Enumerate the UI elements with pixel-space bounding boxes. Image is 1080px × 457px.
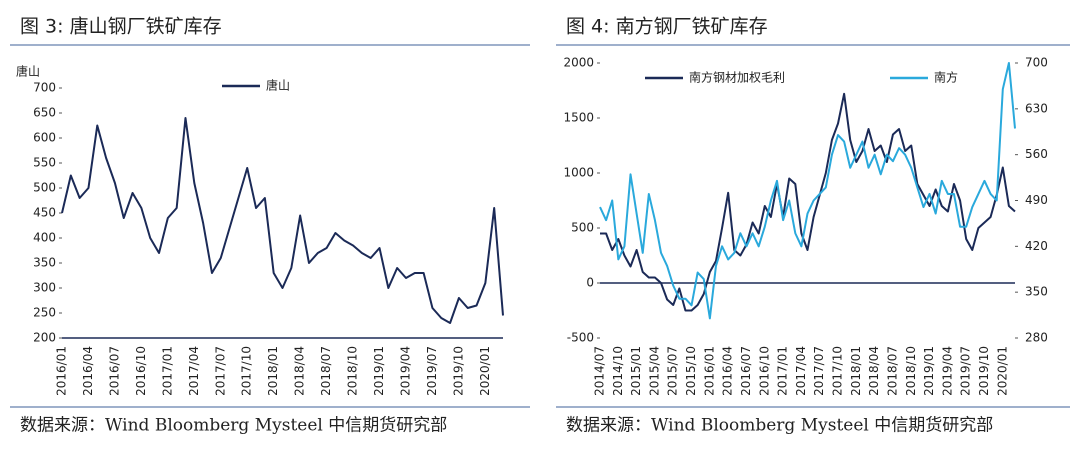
y-tick-label: 0 [586, 276, 594, 290]
x-tick-label: 2016/01 [55, 346, 69, 396]
x-tick-label: 2016/01 [702, 346, 716, 396]
y-tick-label: 550 [33, 156, 56, 170]
series-line [599, 62, 1016, 320]
y2-tick-label: 280 [1025, 331, 1048, 345]
x-tick-label: 2015/10 [684, 346, 698, 396]
y2-tick-label: 490 [1025, 193, 1048, 207]
x-tick-label: 2019/07 [425, 346, 439, 396]
x-tick-label: 2018/07 [885, 346, 899, 396]
x-tick-label: 2015/07 [666, 346, 680, 396]
x-tick-label: 2019/01 [922, 346, 936, 396]
x-tick-label: 2016/07 [107, 346, 121, 396]
y-tick-label: 300 [33, 281, 56, 295]
y-tick-label: 650 [33, 106, 56, 120]
x-tick-label: 2018/10 [904, 346, 918, 396]
x-tick-label: 2016/10 [134, 346, 148, 396]
y-tick-label: 500 [33, 181, 56, 195]
x-tick-label: 2019/07 [959, 346, 973, 396]
legend-label: 唐山 [266, 78, 290, 93]
x-tick-label: 2015/01 [629, 346, 643, 396]
x-tick-label: 2018/07 [319, 346, 333, 396]
x-tick-label: 2018/01 [849, 346, 863, 396]
y-tick-label: 350 [33, 256, 56, 270]
y2-tick-label: 630 [1025, 101, 1048, 115]
x-tick-label: 2019/04 [940, 346, 954, 396]
y-axis-label: 唐山 [16, 64, 40, 79]
y-tick-label: 450 [33, 206, 56, 220]
y-tick-label: -500 [567, 331, 594, 345]
x-tick-label: 2016/04 [81, 346, 95, 396]
series-line [61, 117, 504, 324]
y2-tick-label: 420 [1025, 239, 1048, 253]
x-tick-label: 2017/10 [831, 346, 845, 396]
x-tick-label: 2017/04 [794, 346, 808, 396]
y2-tick-label: 560 [1025, 147, 1048, 161]
x-tick-label: 2019/04 [398, 346, 412, 396]
y-tick-label: 500 [571, 221, 594, 235]
x-tick-label: 2019/01 [372, 346, 386, 396]
legend-label: 南方 [934, 70, 958, 85]
x-tick-label: 2017/01 [776, 346, 790, 396]
legend-label: 南方钢材加权毛利 [689, 70, 785, 85]
x-tick-label: 2016/10 [757, 346, 771, 396]
x-tick-label: 2018/10 [346, 346, 360, 396]
y-tick-label: 600 [33, 131, 56, 145]
x-tick-label: 2019/10 [977, 346, 991, 396]
y-tick-label: 1000 [563, 166, 594, 180]
series-line [600, 92, 1016, 312]
y-tick-label: 400 [33, 231, 56, 245]
y-tick-label: 700 [33, 81, 56, 95]
y2-tick-label: 350 [1025, 285, 1048, 299]
x-tick-label: 2016/04 [721, 346, 735, 396]
source: 数据来源：Wind Bloomberg Mysteel 中信期货研究部 [20, 416, 447, 436]
x-tick-label: 2017/07 [213, 346, 227, 396]
chart-title: 图 4: 南方钢厂铁矿库存 [566, 16, 768, 38]
x-tick-label: 2017/07 [812, 346, 826, 396]
x-tick-label: 2019/10 [451, 346, 465, 396]
x-tick-label: 2018/04 [867, 346, 881, 396]
chart-title: 图 3: 唐山钢厂铁矿库存 [20, 16, 222, 38]
source: 数据来源：Wind Bloomberg Mysteel 中信期货研究部 [566, 416, 993, 436]
y-tick-label: 200 [33, 331, 56, 345]
x-tick-label: 2014/10 [611, 346, 625, 396]
x-tick-label: 2017/01 [160, 346, 174, 396]
y-tick-label: 250 [33, 306, 56, 320]
x-tick-label: 2020/01 [995, 346, 1009, 396]
x-tick-label: 2018/01 [266, 346, 280, 396]
x-tick-label: 2017/04 [187, 346, 201, 396]
y-tick-label: 2000 [563, 56, 594, 70]
x-tick-label: 2016/07 [739, 346, 753, 396]
x-tick-label: 2020/01 [478, 346, 492, 396]
x-tick-label: 2014/07 [593, 346, 607, 396]
y-tick-label: 1500 [563, 111, 594, 125]
x-tick-label: 2015/04 [647, 346, 661, 396]
y2-tick-label: 700 [1025, 56, 1048, 70]
x-tick-label: 2017/10 [240, 346, 254, 396]
x-tick-label: 2018/04 [293, 346, 307, 396]
